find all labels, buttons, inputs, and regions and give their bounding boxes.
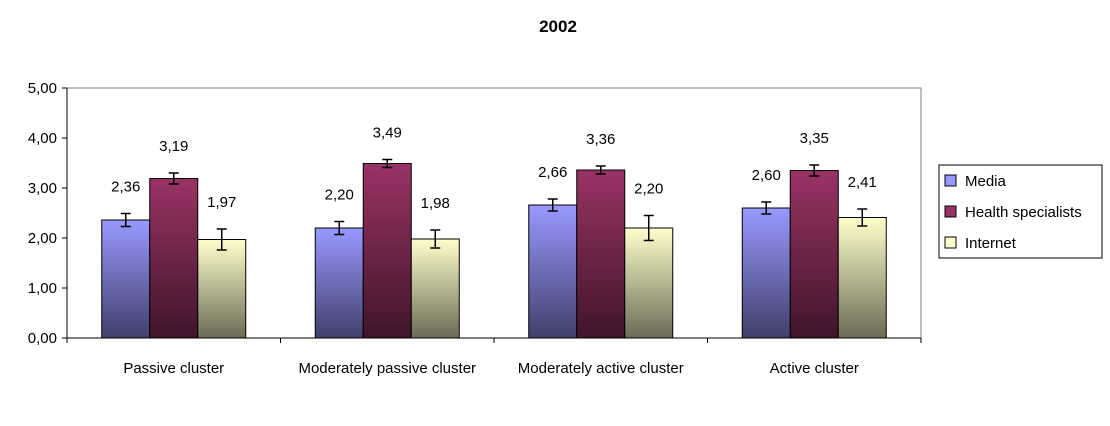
bar [149, 178, 199, 339]
data-label: 3,35 [800, 130, 829, 147]
error-bar [120, 212, 131, 228]
error-bar [809, 164, 820, 177]
data-labels: 2,36 3,19 1,97 2,20 3,49 1,98 2,66 3,36 2,20 2,60… [111, 125, 877, 213]
data-label: 1,98 [421, 195, 450, 212]
x-tick-label: Moderately passive cluster [298, 360, 476, 377]
error-bar [761, 201, 772, 215]
legend-swatch [944, 174, 957, 187]
data-label: 2,20 [325, 187, 354, 204]
error-bar [168, 172, 179, 185]
error-bar [643, 214, 654, 242]
error-bar [857, 208, 868, 227]
y-axis: 0,00 1,00 2,00 3,00 4,00 5,00 [28, 80, 68, 347]
data-label: 2,20 [634, 181, 663, 198]
legend-item: Media [944, 173, 1007, 190]
error-bars [120, 158, 868, 251]
bar [314, 227, 364, 339]
data-label: 2,36 [111, 179, 140, 196]
bar [528, 204, 578, 339]
data-label: 2,41 [848, 174, 877, 191]
y-tick-label: 3,00 [28, 180, 57, 197]
y-tick-label: 0,00 [28, 330, 57, 347]
bar [101, 219, 151, 339]
data-label: 2,66 [538, 164, 567, 181]
x-tick-label: Passive cluster [123, 360, 224, 377]
legend-item: Internet [944, 235, 1017, 252]
bars [101, 163, 887, 339]
bar [362, 163, 412, 339]
bar [837, 217, 887, 339]
error-bar [595, 165, 606, 175]
bar [741, 207, 791, 339]
chart-title: 2002 [539, 17, 577, 36]
y-tick-label: 2,00 [28, 230, 57, 247]
x-tick-label: Active cluster [770, 360, 859, 377]
data-label: 2,60 [752, 167, 781, 184]
error-bar [430, 229, 441, 249]
legend: Media Health specialists Internet [938, 164, 1103, 259]
bar [197, 239, 247, 339]
y-tick-label: 5,00 [28, 80, 57, 97]
legend-item: Health specialists [944, 204, 1082, 221]
x-tick-label: Moderately active cluster [518, 360, 684, 377]
legend-label: Health specialists [965, 204, 1082, 221]
bar [410, 238, 460, 339]
data-label: 3,49 [373, 125, 402, 142]
data-label: 1,97 [207, 194, 236, 211]
bar [789, 170, 839, 339]
y-tick-label: 4,00 [28, 130, 57, 147]
legend-swatch [944, 236, 957, 249]
legend-label: Internet [965, 235, 1017, 252]
x-axis: Passive cluster Moderately passive cluste… [66, 337, 922, 377]
data-label: 3,19 [159, 138, 188, 155]
legend-label: Media [965, 173, 1007, 190]
error-bar [382, 158, 393, 169]
error-bar [547, 198, 558, 212]
y-tick-label: 1,00 [28, 280, 57, 297]
bar [624, 227, 674, 339]
legend-swatch [944, 205, 957, 218]
error-bar [216, 228, 227, 251]
bar [576, 169, 626, 339]
error-bar [334, 220, 345, 236]
legend-box [938, 164, 1103, 259]
data-label: 3,36 [586, 131, 615, 148]
